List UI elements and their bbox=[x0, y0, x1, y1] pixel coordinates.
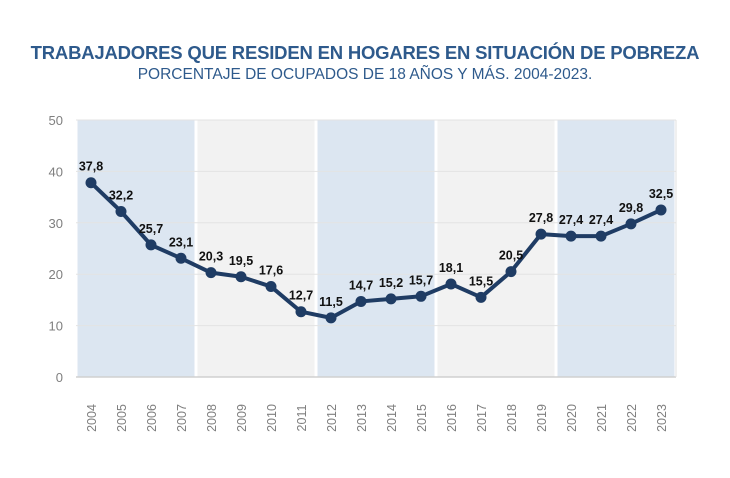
data-label: 15,2 bbox=[379, 276, 403, 290]
data-point bbox=[595, 230, 607, 242]
data-point bbox=[625, 218, 637, 230]
x-tick-label: 2004 bbox=[85, 404, 99, 432]
y-tick-label: 20 bbox=[49, 267, 63, 282]
background-band bbox=[317, 120, 435, 377]
data-label: 27,8 bbox=[529, 211, 553, 225]
data-label: 14,7 bbox=[349, 278, 373, 292]
y-tick-label: 50 bbox=[49, 113, 63, 128]
data-label: 29,8 bbox=[619, 201, 643, 215]
x-tick-label: 2014 bbox=[385, 404, 399, 432]
data-point bbox=[115, 205, 127, 217]
x-tick-label: 2021 bbox=[595, 404, 609, 432]
data-point bbox=[415, 290, 427, 302]
data-point bbox=[85, 177, 97, 189]
y-tick-label: 30 bbox=[49, 216, 63, 231]
data-point bbox=[385, 293, 397, 305]
data-label: 32,5 bbox=[649, 187, 673, 201]
data-point bbox=[655, 204, 667, 216]
data-point bbox=[175, 252, 187, 264]
x-tick-label: 2022 bbox=[625, 404, 639, 432]
data-label: 15,7 bbox=[409, 273, 433, 287]
data-label: 19,5 bbox=[229, 254, 253, 268]
data-label: 27,4 bbox=[559, 213, 583, 227]
background-band bbox=[77, 120, 195, 377]
x-tick-label: 2010 bbox=[265, 404, 279, 432]
data-point bbox=[505, 266, 517, 278]
data-point bbox=[565, 230, 577, 242]
x-tick-label: 2009 bbox=[235, 404, 249, 432]
x-tick-label: 2023 bbox=[655, 404, 669, 432]
x-tick-label: 2013 bbox=[355, 404, 369, 432]
x-tick-label: 2016 bbox=[445, 404, 459, 432]
chart-subtitle: PORCENTAJE DE OCUPADOS DE 18 AÑOS Y MÁS.… bbox=[137, 66, 593, 83]
y-tick-label: 10 bbox=[49, 319, 63, 334]
chart-title: TRABAJADORES QUE RESIDEN EN HOGARES EN S… bbox=[30, 42, 700, 63]
x-tick-label: 2018 bbox=[505, 404, 519, 432]
data-point bbox=[475, 291, 487, 303]
x-tick-label: 2005 bbox=[115, 404, 129, 432]
data-label: 20,5 bbox=[499, 249, 523, 263]
x-tick-label: 2007 bbox=[175, 404, 189, 432]
x-tick-label: 2017 bbox=[475, 404, 489, 432]
data-point bbox=[145, 239, 157, 251]
data-label: 32,2 bbox=[109, 188, 133, 202]
data-label: 12,7 bbox=[289, 289, 313, 303]
data-point bbox=[205, 267, 217, 279]
data-label: 11,5 bbox=[319, 295, 343, 309]
data-point bbox=[535, 228, 547, 240]
data-point bbox=[445, 278, 457, 290]
data-label: 18,1 bbox=[439, 261, 463, 275]
x-tick-label: 2020 bbox=[565, 404, 579, 432]
data-point bbox=[325, 312, 337, 324]
x-tick-label: 2006 bbox=[145, 404, 159, 432]
background-band bbox=[557, 120, 675, 377]
y-tick-label: 0 bbox=[56, 370, 63, 385]
y-tick-label: 40 bbox=[49, 164, 63, 179]
background-band bbox=[197, 120, 315, 377]
x-tick-label: 2015 bbox=[415, 404, 429, 432]
x-tick-label: 2011 bbox=[295, 405, 309, 432]
x-tick-label: 2019 bbox=[535, 404, 549, 432]
background-band bbox=[437, 120, 555, 377]
data-point bbox=[295, 306, 307, 318]
data-label: 15,5 bbox=[469, 274, 493, 288]
data-point bbox=[235, 271, 247, 283]
data-label: 25,7 bbox=[139, 222, 163, 236]
x-tick-label: 2012 bbox=[325, 404, 339, 432]
data-label: 37,8 bbox=[79, 160, 103, 174]
data-label: 23,1 bbox=[169, 235, 193, 249]
data-point bbox=[355, 295, 367, 307]
data-label: 17,6 bbox=[259, 264, 283, 278]
data-label: 20,3 bbox=[199, 250, 223, 264]
data-label: 27,4 bbox=[589, 213, 613, 227]
data-point bbox=[265, 281, 277, 293]
x-tick-label: 2008 bbox=[205, 404, 219, 432]
